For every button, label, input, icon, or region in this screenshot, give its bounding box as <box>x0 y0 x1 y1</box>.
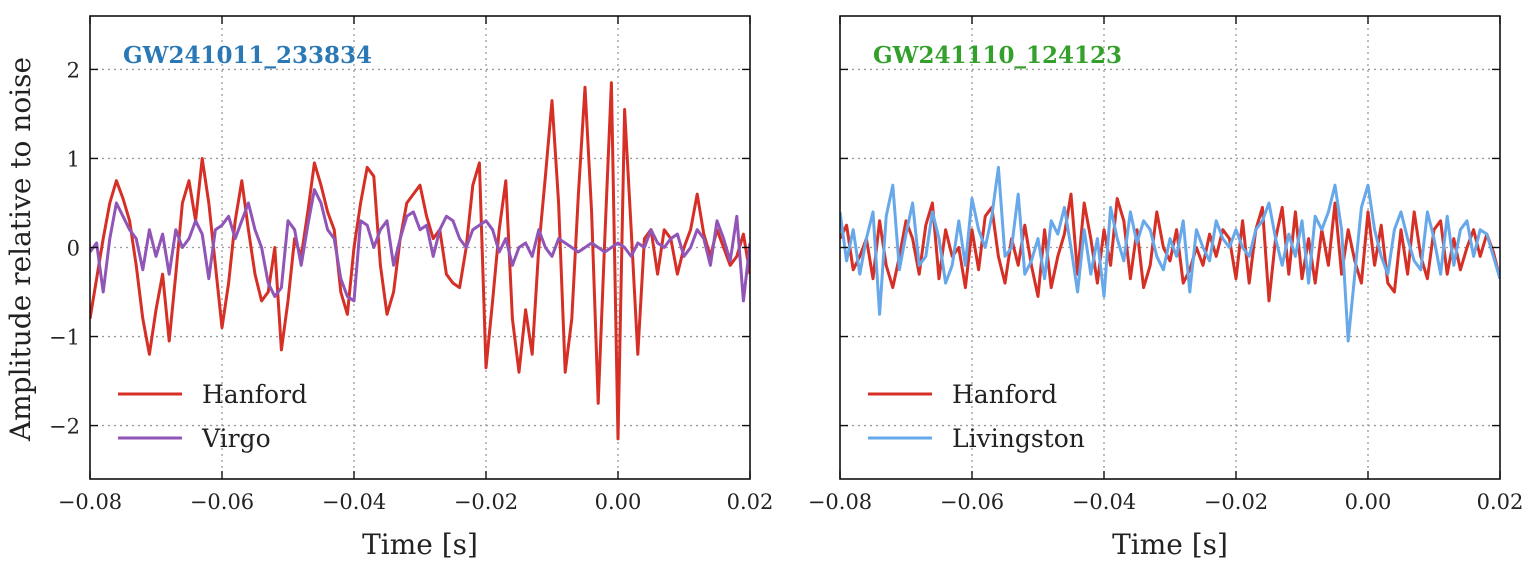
y-tick-label: −1 <box>49 326 80 350</box>
chart-title: GW241110_124123 <box>873 42 1122 69</box>
x-tick-label: −0.06 <box>190 490 254 514</box>
x-tick-label: 0.02 <box>1477 490 1524 514</box>
y-tick-label: 2 <box>67 58 80 82</box>
legend-label-livingston: Livingston <box>952 424 1085 453</box>
x-axis-label: Time [s] <box>362 528 478 561</box>
y-tick-label: 1 <box>67 147 80 171</box>
y-tick-label: 0 <box>67 237 80 261</box>
x-tick-label: −0.08 <box>58 490 122 514</box>
panels: −0.08 −0.06 −0.04 −0.02 0.00 0.02 2 1 0 −1 −2 Time … <box>49 15 1524 561</box>
y-tick-label: −2 <box>49 415 80 439</box>
x-tick-label: −0.08 <box>808 490 872 514</box>
x-tick-label: −0.02 <box>454 490 518 514</box>
right-panel: −0.08 −0.06 −0.04 −0.02 0.00 0.02 Time [s] GW24… <box>808 15 1524 561</box>
chart-title: GW241011_233834 <box>123 42 372 69</box>
x-tick-label: 0.00 <box>595 490 642 514</box>
series-line-hanford <box>90 81 750 441</box>
left-panel: −0.08 −0.06 −0.04 −0.02 0.00 0.02 2 1 0 −1 −2 Time … <box>49 15 774 561</box>
series-line-livingston <box>840 165 1500 343</box>
x-tick-label: −0.02 <box>1204 490 1268 514</box>
x-axis-label: Time [s] <box>1112 528 1228 561</box>
shared-y-axis-label: Amplitude relative to noise <box>4 57 37 442</box>
x-tick-label: 0.02 <box>727 490 774 514</box>
x-tick-label: −0.04 <box>1072 490 1136 514</box>
legend-label-hanford: Hanford <box>202 380 307 409</box>
series-line-virgo <box>90 188 750 303</box>
x-tick-label: −0.04 <box>322 490 386 514</box>
legend-label-hanford: Hanford <box>952 380 1057 409</box>
legend-label-virgo: Virgo <box>201 424 271 453</box>
x-tick-label: −0.06 <box>940 490 1004 514</box>
series-line-hanford <box>840 192 1500 303</box>
x-tick-label: 0.00 <box>1345 490 1392 514</box>
